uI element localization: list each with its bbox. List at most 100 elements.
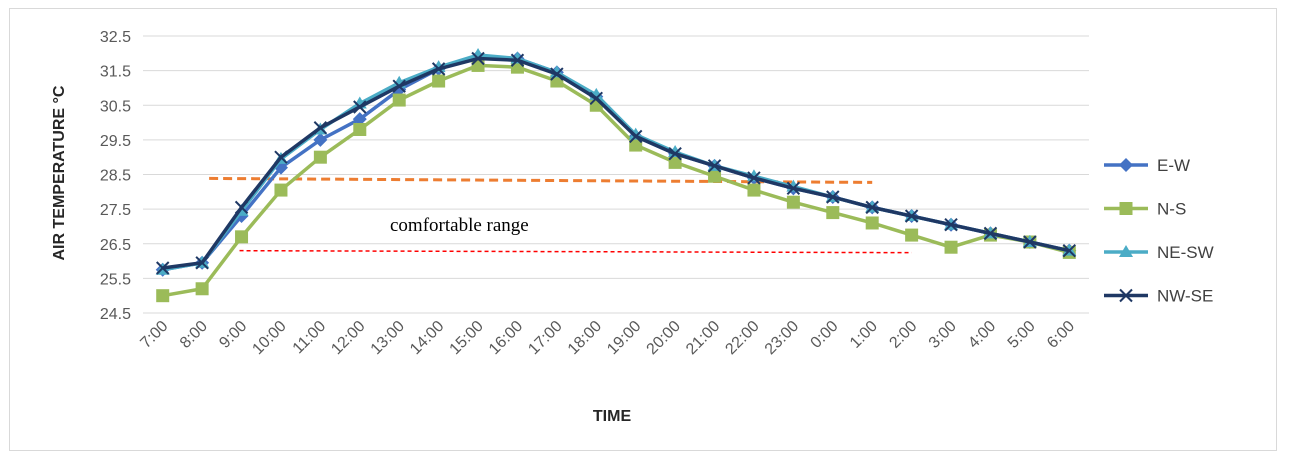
data-point-n-s [708, 169, 722, 183]
data-point-nw-se [1023, 235, 1037, 249]
data-point-nw-se-stroke-b [431, 62, 446, 76]
series-line-e-w [162, 55, 1070, 272]
x-tick-label: 13:00 [368, 318, 408, 358]
data-point-n-s [865, 216, 879, 230]
series-line-nw-se [162, 56, 1070, 270]
series-line-n-s [162, 63, 1070, 298]
y-tick-label: 25.5 [100, 271, 131, 288]
data-point-nw-se-stroke-b [1062, 243, 1076, 258]
y-tick-label: 32.5 [100, 29, 131, 46]
data-point-nw-se-stroke-b [510, 53, 525, 67]
y-tick-label: 27.5 [100, 202, 131, 219]
data-point-n-s [392, 93, 406, 107]
x-tick-label: 20:00 [644, 318, 684, 358]
data-point-nw-se-stroke-b [904, 209, 919, 223]
x-axis-ticks: 7:00 8:00 9:00 10:00 11:00 12:00 13:00 14:00 15:… [137, 318, 1078, 358]
y-tick-label: 31.5 [100, 64, 131, 81]
data-point-nw-se [707, 159, 722, 173]
data-point-nw-se-stroke-b [983, 226, 998, 241]
series-lines [155, 48, 1077, 303]
data-point-nw-se-stroke-b [786, 181, 801, 196]
data-point-nw-se [983, 226, 998, 241]
data-point-nw-se-stroke-b [707, 159, 722, 173]
data-point-n-s [156, 289, 170, 303]
data-point-nw-se [904, 209, 919, 223]
x-tick-label: 10:00 [249, 318, 289, 358]
y-tick-label: 26.5 [100, 237, 131, 254]
data-point-nw-se [668, 147, 682, 161]
data-point-nw-se-stroke-b [589, 91, 603, 106]
x-tick-label: 1:00 [847, 318, 881, 352]
data-point-n-s [432, 74, 446, 88]
x-tick-label: 17:00 [525, 318, 565, 358]
y-tick-label: 28.5 [100, 168, 131, 185]
x-tick-label: 22:00 [722, 318, 762, 358]
x-tick-label: 19:00 [604, 318, 644, 358]
data-point-n-s [313, 150, 327, 164]
x-tick-label: 16:00 [486, 318, 526, 358]
data-point-nw-se [313, 121, 328, 135]
data-point-n-s [747, 183, 761, 197]
y-tick-label: 30.5 [100, 98, 131, 115]
data-point-nw-se [944, 217, 958, 232]
x-tick-label: 23:00 [762, 318, 802, 358]
data-point-nw-se [274, 150, 288, 164]
data-point-e-w [352, 112, 367, 127]
data-point-nw-se-stroke-b [747, 171, 761, 185]
data-point-nw-se-stroke-b [865, 200, 879, 215]
data-point-nw-se [156, 261, 170, 275]
y-axis-ticks: 24.5 25.5 26.5 27.5 28.5 29.5 30.5 31.5 32.5 [100, 29, 131, 323]
x-tick-label: 21:00 [683, 318, 723, 358]
data-point-nw-se [471, 51, 485, 66]
legend-marker-n-s [1119, 202, 1133, 215]
series-line-ne-sw [162, 53, 1070, 272]
legend-marker-ne-sw [1119, 245, 1133, 257]
x-tick-label: 14:00 [407, 318, 447, 358]
data-point-nw-se-stroke-b [195, 256, 209, 270]
legend-item-n-s: N-S [1104, 200, 1186, 219]
data-point-nw-se [195, 256, 209, 270]
data-point-nw-se-stroke-b [156, 261, 170, 275]
legend-item-ne-sw: NE-SW [1104, 243, 1214, 262]
legend-label-nw-se: NW-SE [1157, 287, 1213, 306]
x-tick-label: 8:00 [177, 318, 211, 352]
x-tick-label: 5:00 [1005, 318, 1039, 352]
legend-item-e-w: E-W [1104, 156, 1190, 175]
data-point-n-s [195, 282, 209, 296]
data-point-n-s [668, 155, 682, 169]
data-point-nw-se-stroke-b [234, 200, 249, 215]
x-tick-label: 3:00 [926, 318, 960, 352]
legend: E-W N-S NE-SW NW-SE [1104, 156, 1214, 306]
legend-marker-nw-se-stroke-b [1119, 288, 1133, 303]
x-axis-title: TIME [593, 408, 632, 425]
data-point-nw-se-stroke-b [944, 217, 958, 232]
data-point-nw-se [550, 67, 564, 81]
y-tick-label: 24.5 [100, 306, 131, 323]
legend-label-n-s: N-S [1157, 200, 1186, 219]
lower-comfort-line [239, 249, 912, 254]
data-point-nw-se-stroke-b [471, 51, 485, 66]
data-point-nw-se [589, 91, 603, 106]
data-point-n-s [629, 138, 643, 152]
x-tick-label: 15:00 [447, 318, 487, 358]
data-point-nw-se-stroke-b [1023, 235, 1037, 249]
chart-frame [9, 8, 1277, 451]
legend-item-nw-se: NW-SE [1104, 287, 1213, 306]
data-point-nw-se [1062, 243, 1076, 258]
legend-marker-nw-se [1119, 288, 1133, 303]
data-point-nw-se [431, 62, 446, 76]
legend-label-ne-sw: NE-SW [1157, 243, 1214, 262]
data-point-nw-se [392, 79, 406, 93]
data-point-nw-se-stroke-b [392, 79, 406, 93]
x-tick-label: 7:00 [137, 318, 171, 352]
y-axis-title: AIR TEMPERATURE °C [51, 85, 68, 260]
legend-label-e-w: E-W [1157, 156, 1190, 175]
data-point-n-s [786, 195, 800, 209]
data-point-n-s [235, 230, 249, 244]
data-point-nw-se-stroke-b [353, 100, 367, 114]
data-point-nw-se [510, 53, 525, 67]
gridlines [143, 35, 1089, 314]
x-tick-label: 9:00 [216, 318, 250, 352]
legend-marker-e-w [1119, 158, 1133, 172]
